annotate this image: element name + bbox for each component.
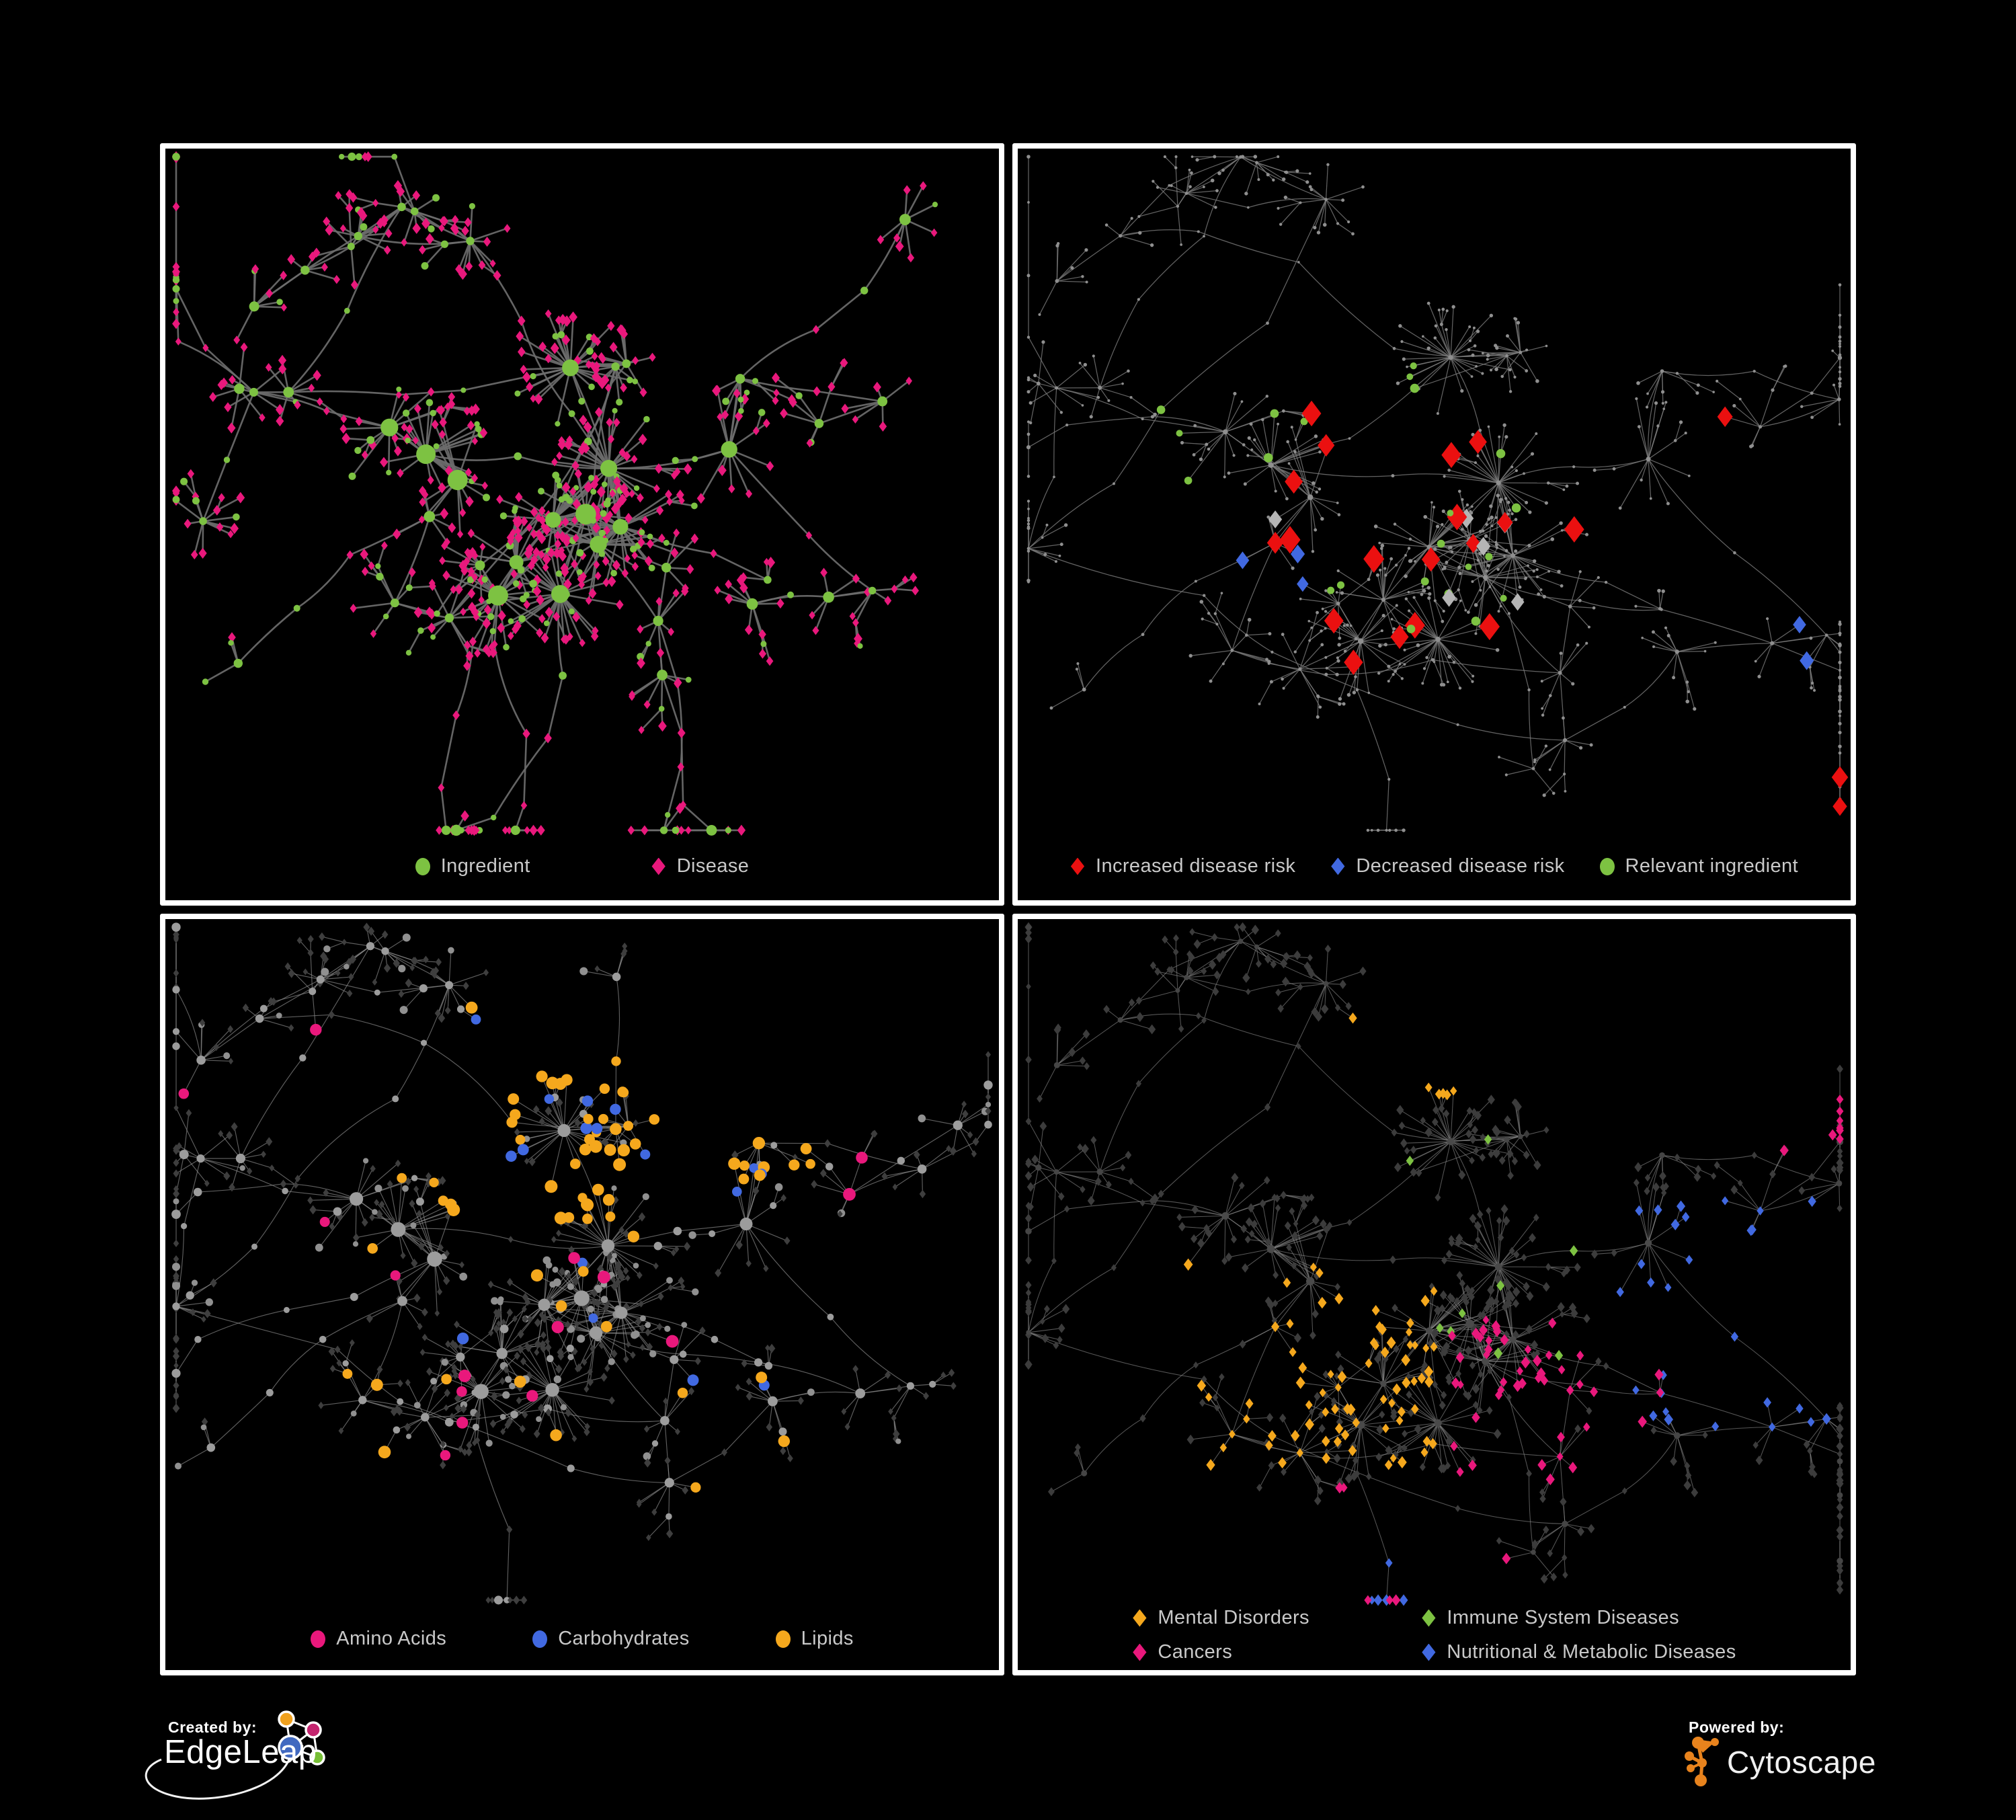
legend-item: Lipids — [775, 1628, 854, 1650]
cancers-diamond-icon — [1133, 1643, 1147, 1661]
legend-disease-risk: Increased disease risk Decreased disease… — [1018, 855, 1851, 877]
mental-disorders-diamond-icon — [1133, 1609, 1147, 1627]
legend-item: Amino Acids — [311, 1628, 446, 1650]
relevant-ingredient-circle-icon — [1599, 857, 1615, 875]
created-by-label: Created by: — [168, 1718, 257, 1736]
legend-label: Carbohydrates — [558, 1628, 690, 1649]
legend-macronutrients: Amino Acids Carbohydrates Lipids — [165, 1628, 999, 1650]
panel-disease-risk: Increased disease risk Decreased disease… — [1012, 143, 1856, 906]
legend-ingredient-disease: Ingredient Disease — [165, 855, 999, 877]
legend-label: Increased disease risk — [1095, 855, 1296, 877]
edgeleap-wordmark: EdgeLeap — [164, 1734, 317, 1770]
immune-diseases-diamond-icon — [1422, 1609, 1436, 1627]
metabolic-diseases-diamond-icon — [1422, 1643, 1436, 1661]
panel-macronutrients: Amino Acids Carbohydrates Lipids — [160, 914, 1004, 1675]
legend-item: Disease — [651, 855, 750, 877]
lipids-circle-icon — [775, 1630, 791, 1648]
legend-label: Immune System Diseases — [1447, 1607, 1679, 1628]
ingredient-circle-icon — [415, 857, 430, 875]
amino-acids-circle-icon — [311, 1630, 326, 1648]
legend-item: Mental Disorders — [1132, 1607, 1421, 1629]
nodes-layer — [171, 151, 938, 836]
powered-by-label: Powered by: — [1689, 1718, 1785, 1736]
network-graph-disease-risk — [1026, 155, 1849, 832]
legend-label: Lipids — [801, 1628, 854, 1649]
panel-ingredient-disease: Ingredient Disease — [160, 143, 1004, 906]
nodes-layer — [1026, 155, 1849, 832]
legend-label: Decreased disease risk — [1356, 855, 1565, 877]
legend-label: Cancers — [1158, 1641, 1233, 1663]
legend-label: Disease — [676, 855, 750, 877]
legend-label: Nutritional & Metabolic Diseases — [1447, 1641, 1736, 1663]
edgeleap-logo-icon — [145, 1710, 325, 1800]
legend-label: Amino Acids — [336, 1628, 447, 1649]
legend-label: Relevant ingredient — [1625, 855, 1799, 877]
nodes-layer — [171, 922, 993, 1605]
legend-item: Nutritional & Metabolic Diseases — [1421, 1641, 1736, 1663]
network-graph-ingredient-disease — [171, 151, 938, 836]
legend-item: Increased disease risk — [1070, 855, 1295, 877]
legend-item: Immune System Diseases — [1421, 1607, 1736, 1629]
legend-disease-categories: Mental Disorders Immune System Diseases … — [1018, 1607, 1851, 1663]
network-graph-macronutrients — [171, 922, 993, 1605]
legend-item: Carbohydrates — [532, 1628, 689, 1650]
cytoscape-logo: Powered by: Cytoscape — [1684, 1714, 1899, 1802]
edgeleap-logo: Created by: EdgeLeap — [134, 1708, 397, 1819]
cytoscape-logo-icon — [1685, 1737, 1719, 1786]
network-graph-disease-categories — [1024, 922, 1844, 1606]
legend-item: Decreased disease risk — [1330, 855, 1564, 877]
legend-item: Ingredient — [415, 855, 530, 877]
legend-item: Relevant ingredient — [1599, 855, 1799, 877]
decreased-risk-diamond-icon — [1331, 857, 1345, 875]
panel-disease-categories: Mental Disorders Immune System Diseases … — [1012, 914, 1856, 1675]
disease-diamond-icon — [651, 857, 666, 875]
increased-risk-diamond-icon — [1070, 857, 1085, 875]
legend-label: Mental Disorders — [1158, 1607, 1309, 1628]
edges-layer — [1028, 156, 1841, 831]
carbohydrates-circle-icon — [532, 1630, 548, 1648]
nodes-layer — [1024, 922, 1844, 1606]
cytoscape-wordmark: Cytoscape — [1727, 1745, 1876, 1780]
legend-label: Ingredient — [440, 855, 530, 877]
legend-item: Cancers — [1132, 1641, 1421, 1663]
